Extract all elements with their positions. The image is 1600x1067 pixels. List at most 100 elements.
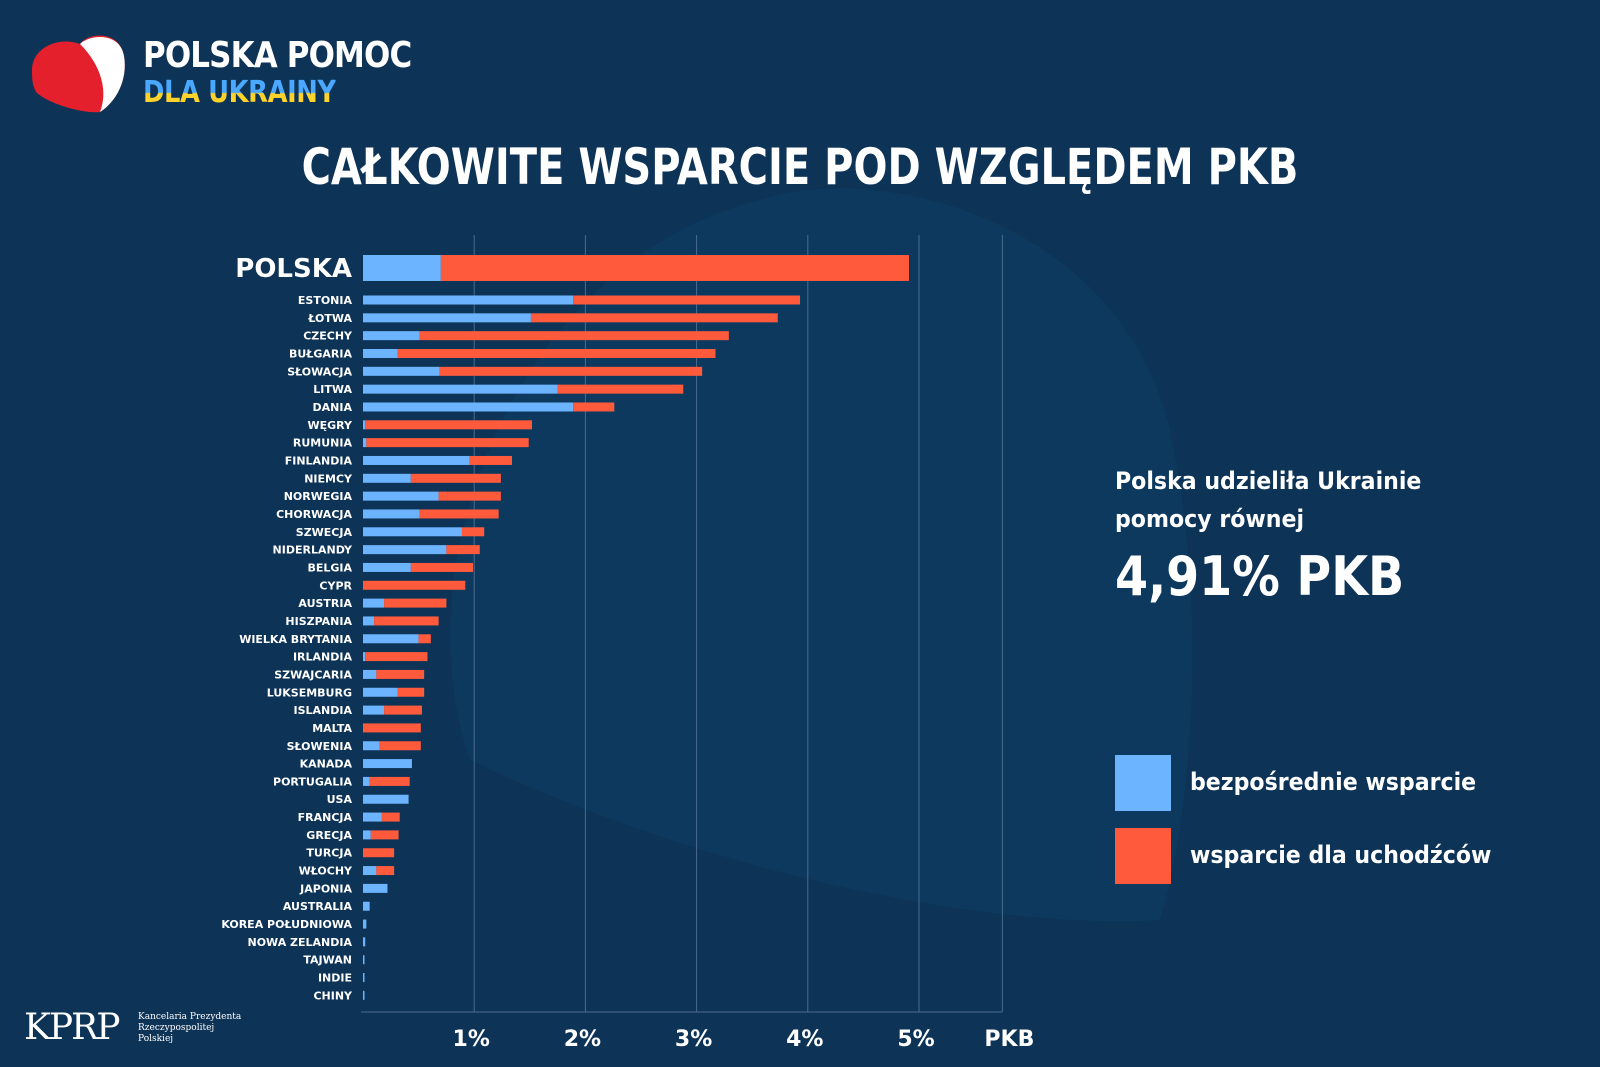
bar-direct-support [363,776,370,786]
bar-direct-support [363,348,398,358]
legend-swatch-direct [1115,755,1171,811]
category-label: DANIA [313,401,353,414]
category-label: POLSKA [235,254,352,284]
bar-refugee-support [384,705,422,715]
category-label: RUMUNIA [293,437,353,450]
category-label: LITWA [313,383,352,396]
polska-callout: Polska udzieliła Ukrainie pomocy równej … [1115,462,1575,604]
legend-item-direct: bezpośrednie wsparcie [1115,755,1575,811]
bar-direct-support [363,438,367,448]
bar-refugee-support [419,509,499,519]
bar-refugee-support [365,420,533,430]
category-label: INDIE [318,972,352,985]
kprp-name: Kancelaria Prezydenta Rzeczypospolitej P… [138,1012,258,1045]
bar-refugee-support [397,687,425,697]
kprp-mark: KPRP [24,1007,120,1048]
kprp-name-line-2: Rzeczypospolitej [138,1023,215,1033]
category-label: CHORWACJA [276,508,352,521]
bar-refugee-support [439,366,703,376]
category-label: GRECJA [306,829,352,842]
bar-direct-support [363,919,367,929]
bar-direct-support [363,812,382,822]
x-tick-label: 2% [564,1027,601,1052]
bar-direct-support [363,652,366,662]
bar-refugee-support [363,723,421,733]
category-label: WŁOCHY [299,865,353,878]
bar-refugee-support [366,438,529,448]
category-label: SZWECJA [296,526,353,539]
bar-direct-support [363,509,420,519]
legend-label-refugees: wsparcie dla uchodźców [1190,841,1492,869]
bar-direct-support [363,901,370,911]
bar-direct-support [363,545,447,555]
bar-refugee-support [365,652,428,662]
bar-refugee-support [374,616,439,626]
bar-refugee-support [379,741,421,751]
bar-refugee-support [369,776,410,786]
category-label: CHINY [313,989,353,1002]
bar-direct-support [363,759,412,769]
bar-refugee-support [363,848,395,858]
bar-refugee-support [530,313,778,323]
bar-direct-support [363,741,380,751]
bar-direct-support [363,491,439,501]
category-label: ESTONIA [298,294,353,307]
category-label: NIDERLANDY [273,544,353,557]
bar-refugee-support [410,473,501,483]
bar-direct-support [363,473,411,483]
legend-label-direct: bezpośrednie wsparcie [1190,768,1477,796]
bar-refugee-support [363,580,466,590]
category-label: BUŁGARIA [289,347,352,360]
x-tick-label: 5% [897,1027,934,1052]
category-label: NOWA ZELANDIA [248,936,353,949]
kprp-logo: KPRP Kancelaria Prezydenta Rzeczypospoli… [24,1010,264,1050]
logo [28,30,428,120]
callout-line-1: Polska udzieliła Ukrainie [1115,467,1422,495]
logo-subtitle: DLA UKRAINY [143,75,336,110]
category-label: WĘGRY [307,419,353,432]
bar-direct-support [363,866,377,876]
category-label: SŁOWENIA [287,740,353,753]
bar-direct-support [363,634,419,644]
bar-direct-support [363,455,470,465]
bar-direct-support [363,973,365,983]
bar-direct-support [363,562,411,572]
category-label: HISZPANIA [285,615,352,628]
bar-direct-support [363,687,398,697]
bar-refugee-support [384,598,447,608]
x-axis-label: PKB [984,1027,1034,1052]
bar-direct-support [363,990,365,1000]
x-tick-label: 3% [675,1027,712,1052]
category-label: CZECHY [303,330,353,343]
bar-direct-support [363,669,377,679]
bar-direct-support [363,402,574,412]
bar-refugee-support [438,491,501,501]
category-label: TURCJA [306,847,352,860]
bar-direct-support [363,255,441,281]
bar-direct-support [363,366,440,376]
bar-refugee-support [410,562,474,572]
bar-refugee-support [573,402,615,412]
bar-direct-support [363,705,385,715]
bar-direct-support [363,883,388,893]
category-label: PORTUGALIA [273,775,352,788]
bar-refugee-support [461,527,485,537]
category-label: AUSTRIA [298,597,352,610]
x-tick-label: 4% [786,1027,823,1052]
bar-refugee-support [440,255,909,281]
bar-direct-support [363,384,558,394]
bar-refugee-support [419,331,729,341]
category-label: SZWAJCARIA [274,668,352,681]
callout-line-2: pomocy równej [1115,505,1305,533]
bar-direct-support [363,937,366,947]
bar-direct-support [363,598,385,608]
category-label: FRANCJA [298,811,353,824]
category-label: BELGIA [307,561,352,574]
bar-direct-support [363,420,366,430]
chart-title: CAŁKOWITE WSPARCIE POD WZGLĘDEM PKB [301,138,1299,196]
bar-refugee-support [469,455,513,465]
logo-title: POLSKA POMOC [143,35,412,76]
bar-refugee-support [376,866,395,876]
